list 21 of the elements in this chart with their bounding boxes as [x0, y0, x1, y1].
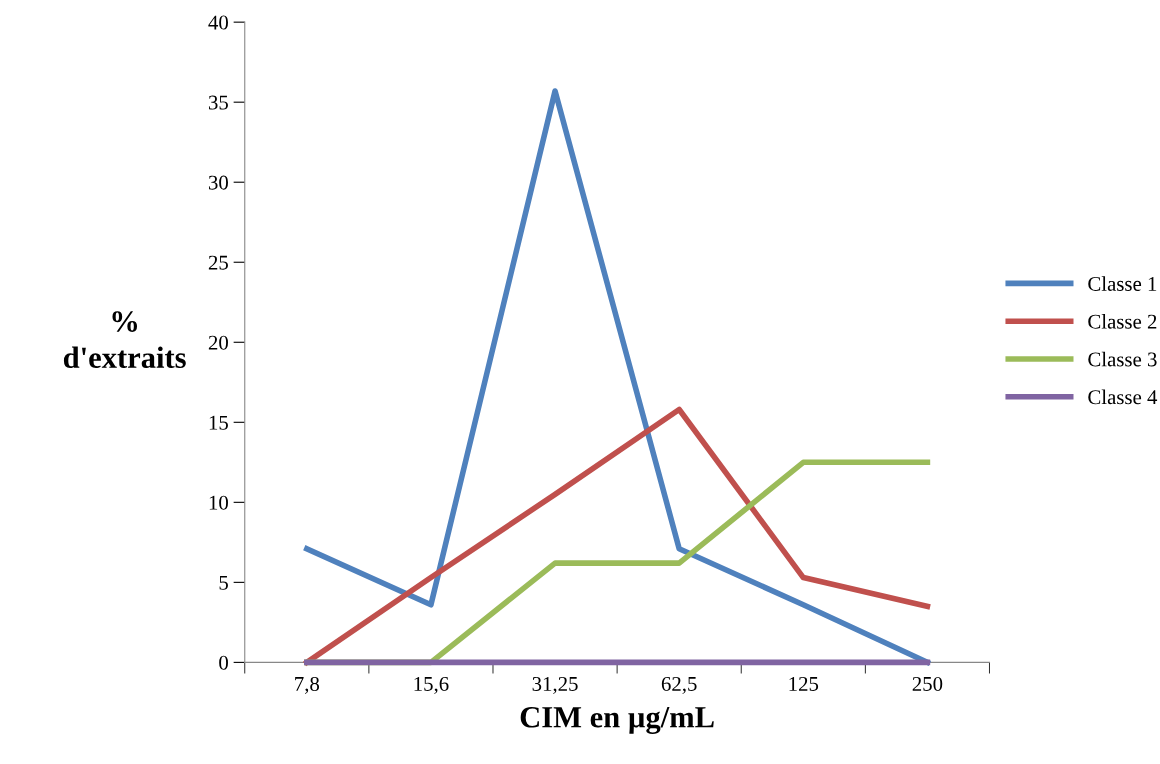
y-tick-label: 25: [208, 255, 228, 270]
y-tick-label: 0: [219, 655, 228, 670]
x-tick-label: 15,6: [414, 676, 449, 694]
legend-label: Classe 2: [1088, 314, 1157, 329]
y-tick-label: 20: [208, 335, 228, 350]
y-tick-label: 10: [209, 495, 228, 510]
x-tick-label: 31,25: [532, 676, 578, 694]
legend-label: Classe 3: [1088, 351, 1157, 367]
x-tick-label: 62,5: [661, 676, 697, 694]
y-tick-label: 40: [208, 15, 228, 30]
x-axis-title: CIM en µg/mL: [520, 707, 714, 734]
y-tick-label: 15: [209, 415, 228, 430]
y-tick-label: 5: [219, 575, 228, 590]
y-axis-title: % d'extraits: [63, 311, 186, 369]
y-tick-label: 30: [208, 175, 228, 190]
legend-label: Classe 4: [1088, 389, 1158, 405]
x-tick-label: 250: [912, 676, 943, 691]
y-tick-label: 35: [208, 95, 228, 110]
x-tick-label: 125: [789, 676, 819, 691]
x-tick-label: 7,8: [295, 676, 320, 694]
legend-label: Classe 1: [1088, 276, 1157, 291]
